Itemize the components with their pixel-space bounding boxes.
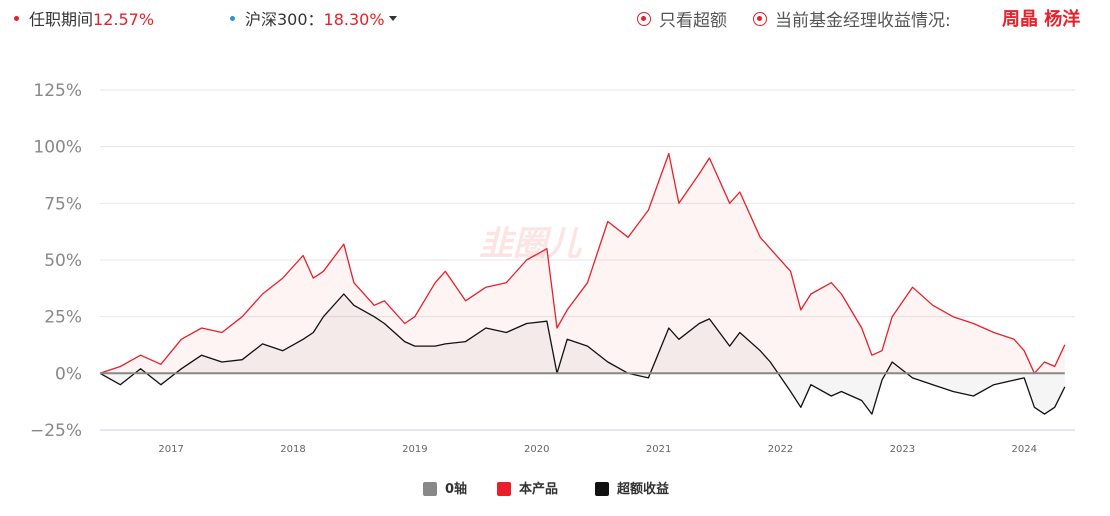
tenure-value: 12.57% — [93, 10, 155, 29]
benchmark-label: 沪深300： — [245, 10, 324, 29]
legend-item-excess[interactable]: 超额收益 — [595, 478, 669, 497]
x-tick-label: 2018 — [280, 444, 305, 455]
y-tick-label: 100% — [33, 138, 82, 158]
only-excess-toggle[interactable]: 只看超额 — [637, 6, 727, 31]
tenure-return-stat: 任职期间12.57% — [14, 6, 154, 30]
manager-names: 周晶 杨洋 — [1002, 9, 1081, 30]
legend-label: 0轴 — [445, 482, 468, 497]
benchmark-selector[interactable]: 沪深300：18.30% — [230, 6, 397, 30]
grid-lines — [100, 89, 1075, 431]
current-manager-label: 当前基金经理收益情况: — [775, 11, 951, 31]
benchmark-dot-icon — [230, 16, 235, 21]
series-areas — [100, 153, 1065, 415]
legend-swatch-icon — [595, 481, 609, 496]
x-tick-label: 2019 — [402, 444, 427, 455]
radio-icon — [637, 12, 651, 26]
y-tick-label: 125% — [33, 81, 82, 101]
y-tick-label: 50% — [44, 251, 82, 271]
legend-item-product[interactable]: 本产品 — [497, 478, 558, 497]
series-area — [100, 153, 1065, 374]
chevron-down-icon — [388, 16, 397, 21]
x-tick-label: 2022 — [768, 444, 793, 455]
legend-swatch-icon — [497, 481, 511, 496]
radio-icon — [753, 12, 767, 26]
legend-label: 超额收益 — [617, 482, 670, 497]
y-tick-label: 0% — [55, 364, 82, 384]
legend-item-zero-axis[interactable]: 0轴 — [423, 478, 467, 497]
x-tick-label: 2017 — [158, 444, 183, 455]
x-tick-label: 2023 — [890, 444, 915, 455]
chart-legend: 0轴 本产品 超额收益 — [0, 478, 1110, 498]
series-lines — [99, 152, 1066, 415]
x-tick-label: 2020 — [524, 444, 549, 455]
legend-label: 本产品 — [519, 482, 559, 497]
top-bar: 任职期间12.57% 沪深300：18.30% 只看超额 当前基金经理收益情况:… — [0, 0, 1110, 34]
legend-swatch-icon — [423, 481, 437, 496]
current-manager-toggle[interactable]: 当前基金经理收益情况: — [753, 6, 951, 31]
x-tick-label: 2021 — [646, 444, 671, 455]
x-axis-ticks: 2017 2018 2019 2020 2021 2022 2023 2024 — [158, 444, 1037, 455]
tenure-dot-icon — [14, 16, 19, 21]
benchmark-value: 18.30% — [323, 10, 385, 29]
y-axis-ticks: 125% 100% 75% 50% 25% 0% −25% — [30, 81, 82, 441]
x-tick-label: 2024 — [1011, 444, 1036, 455]
only-excess-label: 只看超额 — [659, 11, 727, 31]
series-line — [99, 152, 1066, 374]
y-tick-label: −25% — [30, 421, 82, 441]
series-area — [100, 294, 1065, 415]
series-line — [99, 293, 1066, 415]
tenure-label: 任职期间 — [29, 10, 94, 29]
y-tick-label: 75% — [44, 194, 82, 214]
y-tick-label: 25% — [44, 308, 82, 328]
